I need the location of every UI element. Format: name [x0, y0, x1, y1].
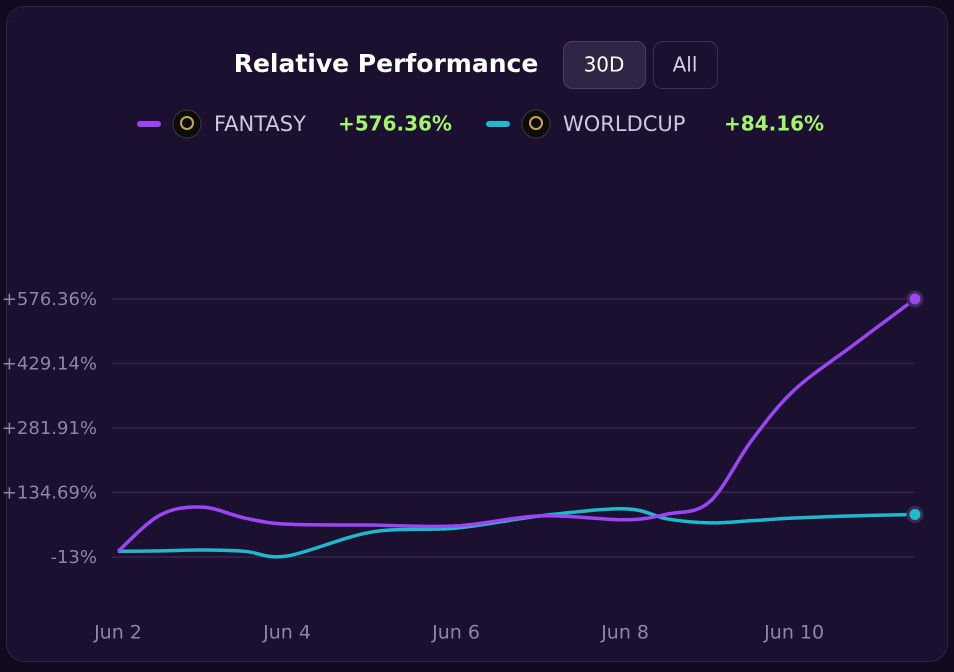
- legend-icon-detail: [529, 116, 543, 130]
- range-button[interactable]: [653, 41, 718, 89]
- end-point: [906, 290, 924, 308]
- range-button[interactable]: [563, 41, 646, 89]
- y-tick-label: -13%: [50, 547, 97, 568]
- plot: -13% +134.69% +281.91% +429.14% +576.36% Jun …: [2, 289, 924, 644]
- legend-icon-detail: [180, 116, 194, 130]
- y-tick-label: +134.69%: [2, 482, 97, 503]
- range-button-label[interactable]: 30D: [584, 53, 625, 77]
- legend: FANTASY +576.36% WORLDCUP +84.16%: [137, 109, 824, 139]
- y-tick-label: +429.14%: [2, 353, 97, 374]
- legend-icon: [521, 109, 551, 139]
- x-tick-label: Jun 6: [431, 622, 480, 644]
- card: [6, 6, 948, 662]
- range-button-label[interactable]: All: [673, 53, 698, 77]
- x-tick-label: Jun 4: [262, 622, 311, 644]
- legend-name: FANTASY: [214, 112, 306, 136]
- range-buttons: 30D All: [563, 41, 718, 89]
- y-tick-label: +576.36%: [2, 289, 97, 310]
- x-tick-label: Jun 8: [600, 622, 649, 644]
- legend-name: WORLDCUP: [563, 112, 685, 136]
- x-tick-label: Jun 10: [763, 622, 824, 644]
- series-line: [116, 297, 917, 553]
- y-tick-label: +281.91%: [2, 418, 97, 439]
- legend-icon: [172, 109, 202, 139]
- legend-change: +576.36%: [338, 112, 452, 136]
- end-point: [906, 505, 924, 523]
- x-tick-label: Jun 2: [93, 622, 142, 644]
- legend-change: +84.16%: [724, 112, 824, 136]
- chart-title: Relative Performance: [234, 49, 539, 78]
